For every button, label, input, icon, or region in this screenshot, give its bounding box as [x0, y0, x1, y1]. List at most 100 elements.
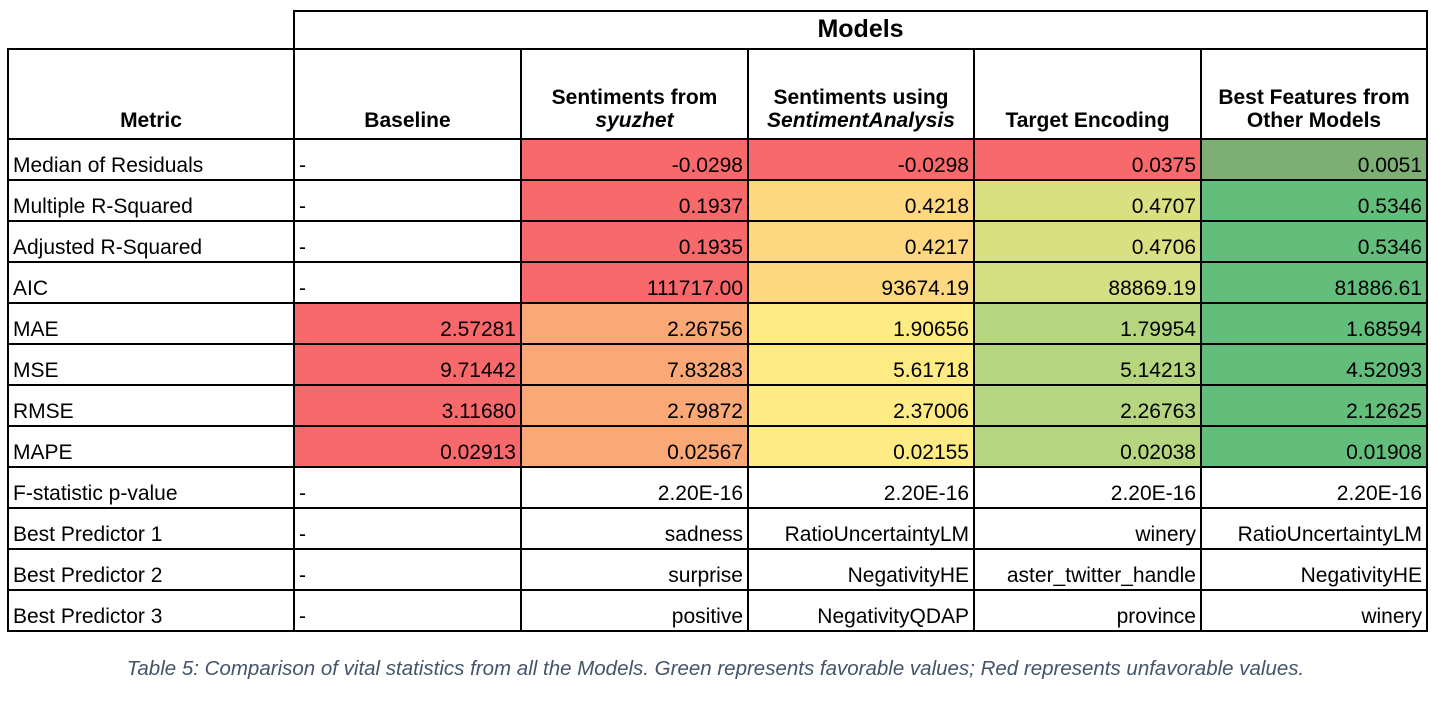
value-cell: 9.71442	[293, 343, 522, 386]
value-cell: RatioUncertaintyLM	[747, 507, 975, 550]
value-cell: NegativityQDAP	[747, 589, 975, 632]
value-cell: 0.4706	[973, 220, 1202, 263]
value-cell: 0.5346	[1199, 220, 1429, 263]
metric-header: Metric	[7, 49, 295, 140]
value-cell: -0.0298	[520, 138, 749, 181]
table-row: Best Predictor 3- positive NegativityQDAP p…	[7, 589, 1429, 632]
value-cell: -	[293, 507, 522, 550]
value-cell: -	[293, 179, 522, 222]
table-row: AIC -111717.00 93674.19 88869.19 81886.61	[7, 261, 1429, 304]
table-caption: Table 5: Comparison of vital statistics …	[126, 657, 1305, 680]
metric-label: Multiple R-Squared	[7, 179, 295, 222]
models-header: Models	[292, 10, 1429, 50]
value-cell: province	[973, 589, 1202, 632]
value-cell: 2.20E-16	[1199, 466, 1429, 509]
table-row: Multiple R-Squared -0.1937 0.4218 0.4707 0.5…	[7, 179, 1429, 222]
column-header: Best Features from Other Models	[1199, 48, 1429, 140]
table-body: Median of Residuals - -0.0298 -0.0298 0.0375…	[7, 138, 1429, 632]
metric-label: Best Predictor 1	[7, 507, 295, 550]
value-cell: 5.61718	[747, 343, 975, 386]
metric-label: F-statistic p-value	[7, 466, 295, 509]
value-cell: 0.02567	[520, 425, 749, 468]
table-row: Best Predictor 2- surprise NegativityHE ast…	[7, 548, 1429, 591]
value-cell: RatioUncertaintyLM	[1199, 507, 1429, 550]
value-cell: 2.57281	[293, 302, 522, 345]
value-cell: 2.20E-16	[520, 466, 749, 509]
value-cell: winery	[973, 507, 1202, 550]
value-cell: 88869.19	[973, 261, 1202, 304]
column-header-row: Metric Baseline Sentiments from syuzhet Sen…	[7, 48, 1429, 140]
column-header-line1: Baseline	[364, 108, 451, 132]
metric-label: MAPE	[7, 425, 295, 468]
column-header-line1: Sentiments from	[551, 85, 718, 109]
statistics-table: Models Metric Baseline Sentiments from syu…	[7, 10, 1429, 632]
value-cell: 7.83283	[520, 343, 749, 386]
column-header: Sentiments from syuzhet	[520, 48, 749, 140]
table-row: F-statistic p-value -2.20E-16 2.20E-16 2.20…	[7, 466, 1429, 509]
value-cell: -	[293, 466, 522, 509]
value-cell: -	[293, 220, 522, 263]
value-cell: 111717.00	[520, 261, 749, 304]
column-header: Baseline	[293, 48, 522, 140]
value-cell: aster_twitter_handle	[973, 548, 1202, 591]
metric-label: Best Predictor 3	[7, 589, 295, 632]
value-cell: 81886.61	[1199, 261, 1429, 304]
value-cell: 0.01908	[1199, 425, 1429, 468]
value-cell: 0.4217	[747, 220, 975, 263]
value-cell: 0.5346	[1199, 179, 1429, 222]
value-cell: 2.20E-16	[747, 466, 975, 509]
value-cell: 2.20E-16	[973, 466, 1202, 509]
table-row: Median of Residuals - -0.0298 -0.0298 0.0375…	[7, 138, 1429, 181]
value-cell: 2.12625	[1199, 384, 1429, 427]
value-cell: 4.52093	[1199, 343, 1429, 386]
value-cell: surprise	[520, 548, 749, 591]
value-cell: 1.90656	[747, 302, 975, 345]
value-cell: 0.1935	[520, 220, 749, 263]
value-cell: 0.02038	[973, 425, 1202, 468]
column-header-line1: Sentiments using	[773, 85, 949, 109]
value-cell: positive	[520, 589, 749, 632]
metric-label: Adjusted R-Squared	[7, 220, 295, 263]
column-header: Target Encoding	[973, 48, 1202, 140]
table-row: Best Predictor 1- sadness RatioUncertainty…	[7, 507, 1429, 550]
value-cell: 1.68594	[1199, 302, 1429, 345]
value-cell: -	[293, 589, 522, 632]
value-cell: 0.0375	[973, 138, 1202, 181]
table-row: RMSE 3.11680 2.79872 2.37006 2.26763 2.12625	[7, 384, 1429, 427]
column-header-line2: SentimentAnalysis	[767, 108, 955, 132]
value-cell: -	[293, 261, 522, 304]
table-row: MSE 9.71442 7.83283 5.61718 5.14213 4.52093	[7, 343, 1429, 386]
value-cell: -	[293, 138, 522, 181]
value-cell: winery	[1199, 589, 1429, 632]
column-header: Sentiments using SentimentAnalysis	[747, 48, 975, 140]
metric-label: MSE	[7, 343, 295, 386]
value-cell: -0.0298	[747, 138, 975, 181]
value-cell: 2.26763	[973, 384, 1202, 427]
column-header-line1: Best Features from	[1218, 85, 1410, 109]
metric-label: AIC	[7, 261, 295, 304]
value-cell: NegativityHE	[747, 548, 975, 591]
value-cell: 5.14213	[973, 343, 1202, 386]
table-row: MAPE 0.02913 0.02567 0.02155 0.02038 0.01908	[7, 425, 1429, 468]
column-header-line1: Target Encoding	[1005, 108, 1170, 132]
value-cell: 2.26756	[520, 302, 749, 345]
table-row: MAE 2.57281 2.26756 1.90656 1.79954 1.68594	[7, 302, 1429, 345]
value-cell: 0.02913	[293, 425, 522, 468]
value-cell: 3.11680	[293, 384, 522, 427]
metric-label: Best Predictor 2	[7, 548, 295, 591]
value-cell: 2.37006	[747, 384, 975, 427]
value-cell: NegativityHE	[1199, 548, 1429, 591]
value-cell: 0.1937	[520, 179, 749, 222]
table-row: Adjusted R-Squared -0.1935 0.4217 0.4706 0.5…	[7, 220, 1429, 263]
value-cell: -	[293, 548, 522, 591]
value-cell: 0.4707	[973, 179, 1202, 222]
metric-label: RMSE	[7, 384, 295, 427]
value-cell: 93674.19	[747, 261, 975, 304]
value-cell: sadness	[520, 507, 749, 550]
value-cell: 0.02155	[747, 425, 975, 468]
corner-cell	[8, 11, 295, 50]
column-header-line2: Other Models	[1246, 108, 1382, 132]
group-header-row: Models	[8, 10, 1429, 50]
value-cell: 2.79872	[520, 384, 749, 427]
column-header-line2: syuzhet	[595, 108, 674, 132]
